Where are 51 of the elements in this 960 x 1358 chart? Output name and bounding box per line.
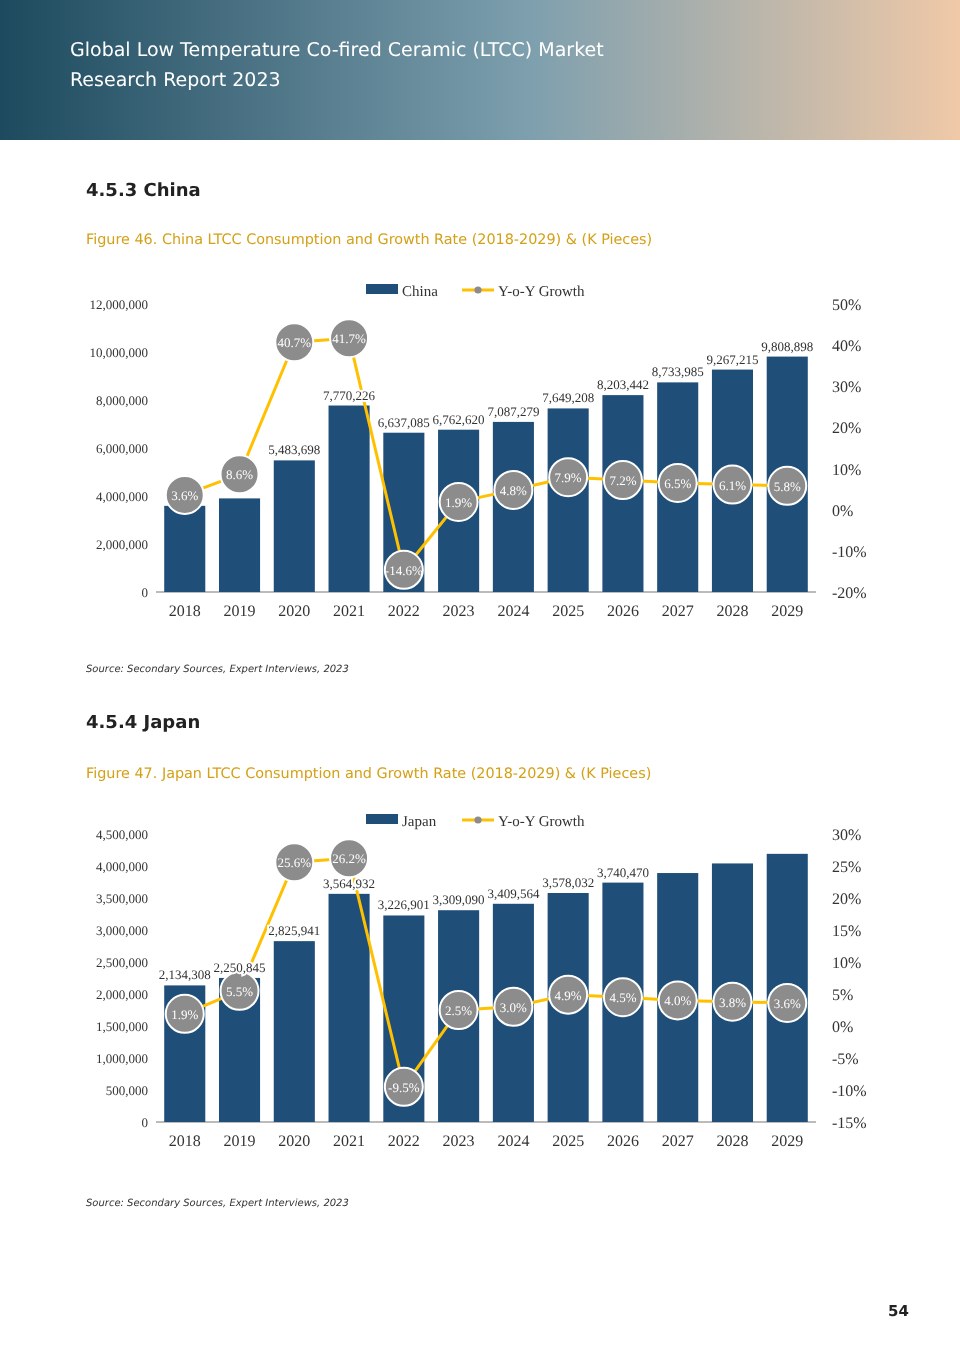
bar: [328, 405, 370, 592]
x-tick-label: 2025: [552, 1132, 585, 1150]
y2-tick-label: 30%: [832, 826, 862, 844]
x-tick-label: 2018: [168, 1132, 201, 1150]
y2-tick-label: -10%: [832, 1082, 868, 1100]
x-tick-label: 2019: [223, 1132, 256, 1150]
bar: [273, 941, 315, 1122]
x-tick-label: 2027: [661, 1132, 694, 1150]
x-tick-label: 2023: [442, 1132, 475, 1150]
y2-tick-label: -20%: [832, 584, 868, 602]
y2-tick-label: 20%: [832, 419, 862, 438]
x-tick-label: 2019: [223, 602, 256, 620]
text: 4.5.4 Japan: [86, 714, 201, 734]
text: 4.5.3 China: [86, 182, 201, 202]
x-tick-label: 2024: [497, 602, 530, 620]
x-tick-label: 2021: [333, 602, 366, 620]
bar: [218, 498, 261, 592]
y2-tick-label: 0%: [832, 501, 854, 520]
x-tick-label: 2022: [387, 602, 420, 620]
x-tick-label: 2020: [278, 602, 311, 620]
x-tick-label: 2027: [661, 602, 694, 620]
y2-tick-label: 10%: [832, 954, 862, 972]
x-tick-label: 2026: [606, 602, 639, 620]
y2-tick-label: 25%: [832, 858, 862, 876]
y2-tick-label: -10%: [832, 542, 868, 561]
y2-tick-label: 40%: [832, 337, 862, 356]
y2-tick-label: -5%: [832, 1050, 860, 1068]
x-tick-label: 2026: [606, 1132, 639, 1150]
y2-tick-label: 50%: [832, 296, 862, 314]
x-tick-label: 2023: [442, 602, 475, 620]
x-tick-label: 2022: [387, 1132, 420, 1150]
y2-tick-label: 20%: [832, 890, 862, 908]
x-tick-label: 2025: [552, 602, 585, 620]
x-tick-label: 2018: [168, 602, 201, 620]
x-tick-label: 2029: [771, 602, 804, 620]
y2-tick-label: 10%: [832, 460, 862, 479]
y2-tick-label: 0%: [832, 1018, 854, 1036]
bar: [328, 893, 370, 1122]
y2-tick-label: 30%: [832, 378, 862, 397]
y2-tick-label: 15%: [832, 922, 862, 940]
x-tick-label: 2028: [716, 1132, 749, 1150]
bar: [164, 505, 206, 592]
x-tick-label: 2024: [497, 1132, 530, 1150]
x-tick-label: 2028: [716, 602, 749, 620]
y2-tick-label: -15%: [832, 1114, 868, 1132]
x-tick-label: 2029: [771, 1132, 804, 1150]
bar: [273, 460, 315, 592]
y2-tick-label: 5%: [832, 986, 854, 1004]
x-tick-label: 2020: [278, 1132, 311, 1150]
text: Global Low Temperature Co-fired Ceramic (LTCC) Market Research Report 2023: [70, 40, 605, 92]
x-tick-label: 2021: [333, 1132, 366, 1150]
